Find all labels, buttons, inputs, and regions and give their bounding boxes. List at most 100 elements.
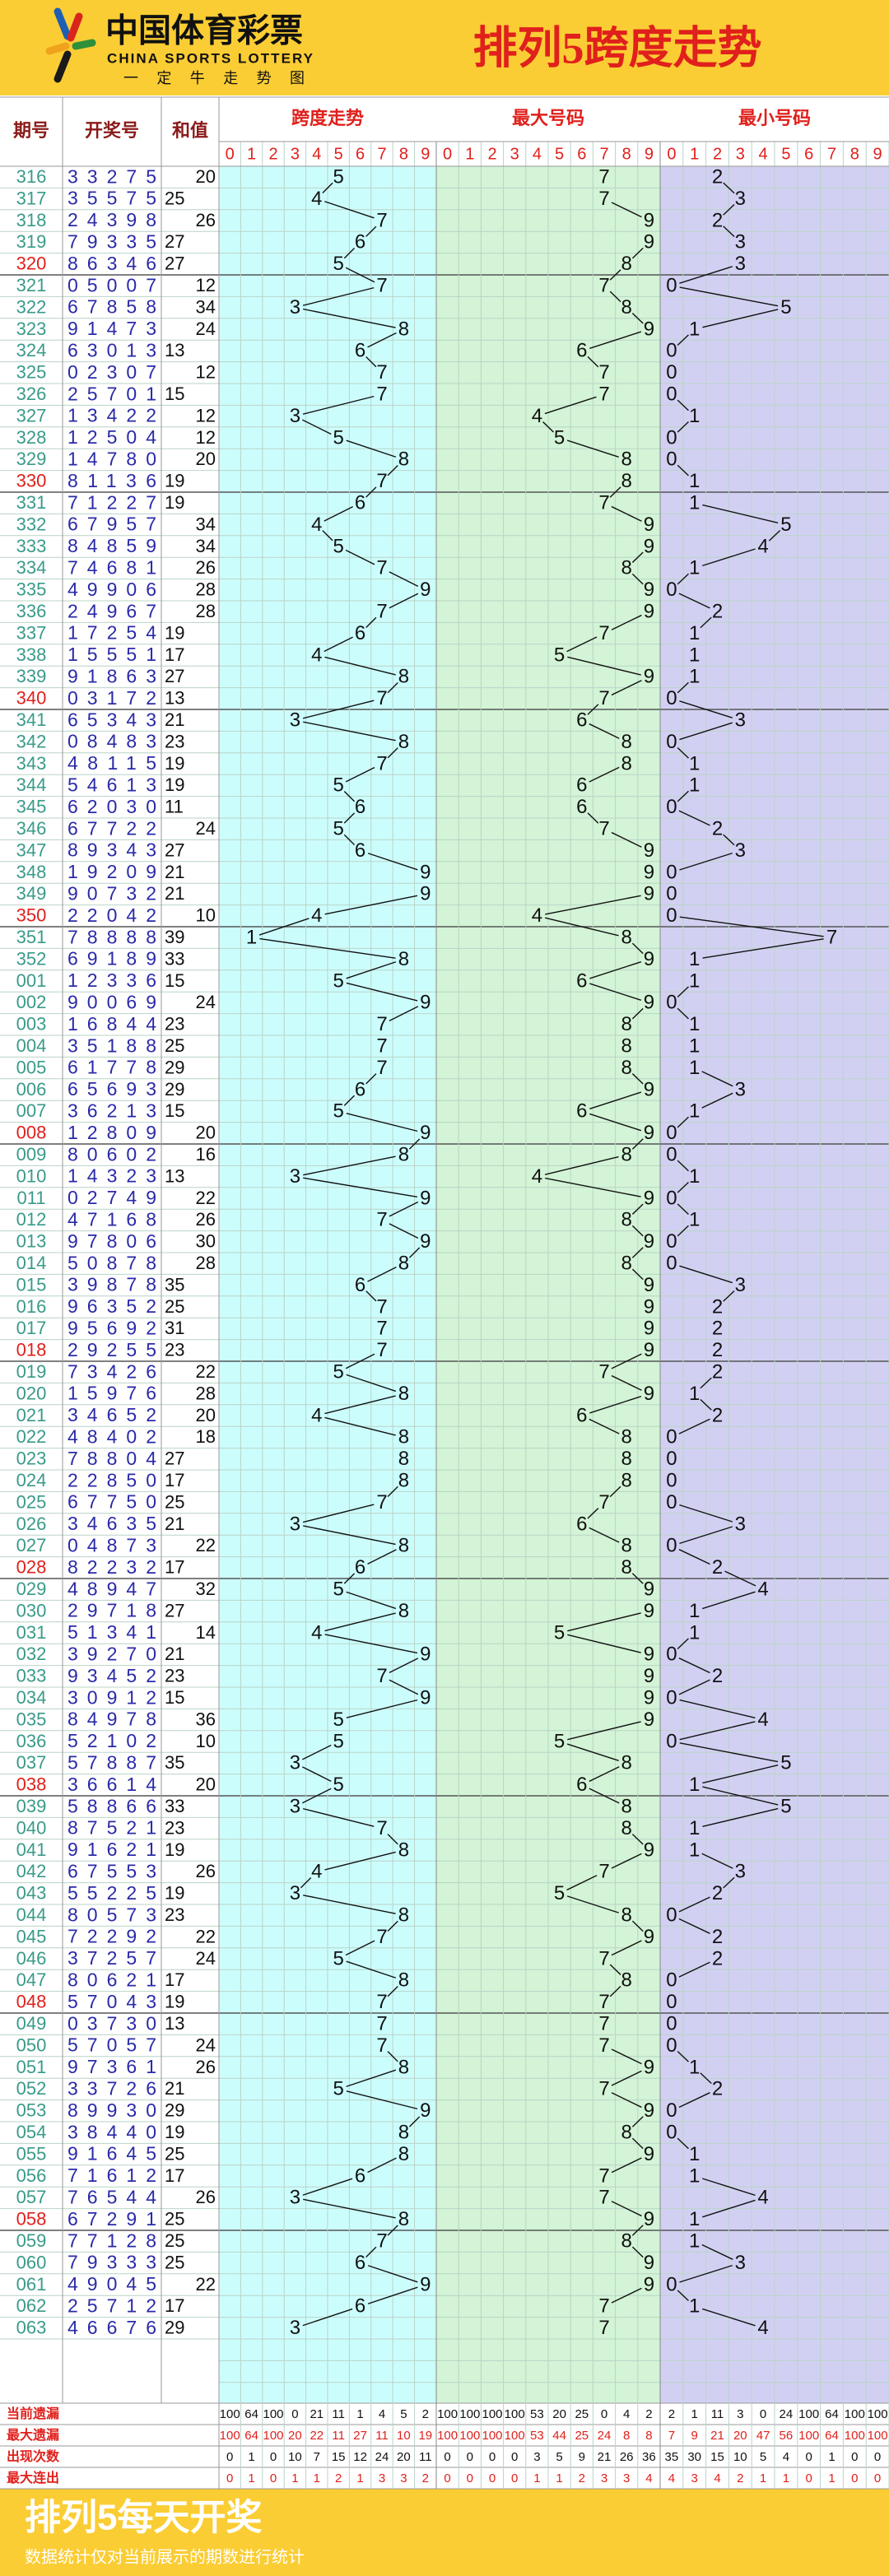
- max-digit: 9: [644, 1187, 654, 1209]
- trend-line: [678, 1658, 710, 1674]
- stats-value: 100: [459, 2407, 480, 2421]
- max-digit: 7: [598, 2164, 609, 2187]
- max-digit: 8: [621, 731, 632, 753]
- digit-header: 2: [268, 145, 277, 163]
- span-digit: 7: [376, 470, 387, 492]
- max-digit: 9: [644, 579, 654, 601]
- sum-value: 34: [196, 514, 216, 534]
- trend-line: [631, 551, 644, 563]
- stats-value: 20: [397, 2450, 411, 2464]
- max-digit: 6: [576, 796, 587, 818]
- stats-value: 53: [530, 2407, 544, 2421]
- stats-value: 15: [332, 2450, 346, 2464]
- stats-value: 20: [288, 2429, 302, 2443]
- sum-value: 19: [165, 1839, 184, 1860]
- max-digit: 6: [576, 1774, 587, 1796]
- trend-line: [387, 2051, 398, 2062]
- digit-header: 5: [334, 145, 343, 163]
- min-digit: 5: [780, 296, 791, 319]
- trend-line: [609, 269, 621, 281]
- issue: 323: [16, 319, 47, 339]
- sum-value: 26: [196, 210, 216, 230]
- issue: 019: [16, 1361, 47, 1382]
- span-digit: 7: [376, 2013, 387, 2035]
- digit-header: 6: [804, 145, 813, 163]
- stats-value: 100: [868, 2429, 888, 2443]
- span-digit: 9: [420, 579, 431, 601]
- issue: 319: [16, 231, 47, 252]
- max-digit: 7: [598, 384, 609, 406]
- trend-line: [387, 2225, 398, 2236]
- issue: 045: [16, 1926, 47, 1946]
- trend-line: [631, 2137, 644, 2150]
- stats-value: 44: [552, 2429, 566, 2443]
- trend-line: [677, 790, 689, 802]
- span-digit: 7: [376, 1209, 387, 1231]
- sum-value: 16: [196, 1144, 216, 1165]
- sum-value: 23: [165, 1340, 184, 1360]
- max-digit: 9: [644, 992, 654, 1014]
- min-digit: 0: [666, 361, 677, 384]
- stats-value: 7: [314, 2450, 320, 2464]
- trend-line: [408, 2116, 421, 2127]
- span-digit: 7: [376, 1491, 387, 1514]
- logo-icon: [45, 7, 96, 83]
- min-digit: 0: [666, 731, 677, 753]
- sum-value: 10: [196, 905, 216, 926]
- max-digit: 6: [576, 709, 587, 732]
- issue: 060: [16, 2252, 47, 2272]
- digit-header: 8: [399, 145, 408, 163]
- trend-line: [611, 2157, 642, 2174]
- trend-line: [678, 1961, 710, 1978]
- trend-line: [566, 636, 598, 653]
- max-digit: 5: [554, 1621, 565, 1644]
- sum-value: 24: [196, 2034, 216, 2055]
- trend-line: [544, 917, 619, 937]
- stats-value: 0: [489, 2471, 496, 2485]
- issue: 006: [16, 1079, 47, 1100]
- span-digit: 6: [355, 1556, 365, 1579]
- trend-line: [408, 1247, 421, 1258]
- trend-line: [611, 831, 642, 848]
- issue: 050: [16, 2034, 47, 2055]
- span-digit: 9: [420, 1122, 431, 1144]
- span-digit: 4: [311, 904, 322, 927]
- trend-line: [345, 766, 375, 783]
- stats-value: 0: [511, 2450, 518, 2464]
- issue: 341: [16, 709, 47, 730]
- max-digit: 7: [598, 2187, 609, 2209]
- stats-value: 0: [226, 2450, 233, 2464]
- trend-line: [611, 2070, 642, 2086]
- span-digit: 9: [420, 2099, 431, 2122]
- max-digit: 9: [644, 1274, 654, 1296]
- trend-line: [678, 810, 710, 826]
- column-header: 期号: [13, 120, 49, 141]
- trend-line: [545, 1177, 641, 1197]
- trend-line: [677, 1225, 689, 1237]
- trend-line: [609, 1964, 621, 1975]
- span-digit: 9: [420, 2273, 431, 2295]
- issue: 348: [16, 862, 47, 882]
- stats-value: 22: [310, 2429, 323, 2443]
- sum-value: 25: [165, 1491, 184, 1512]
- issue: 024: [16, 1470, 47, 1490]
- min-digit: 3: [735, 2252, 746, 2274]
- issue: 316: [16, 166, 47, 187]
- stats-value: 1: [248, 2450, 254, 2464]
- trend-line: [677, 334, 689, 346]
- trend-line: [679, 286, 779, 307]
- max-digit: 9: [644, 1709, 654, 1731]
- max-digit: 8: [621, 752, 632, 774]
- trend-line: [343, 812, 356, 824]
- sum-value: 36: [196, 1709, 216, 1729]
- trend-line: [677, 1181, 689, 1193]
- stats-value: 100: [505, 2407, 525, 2421]
- trend-line: [346, 2069, 397, 2087]
- issue: 056: [16, 2165, 47, 2186]
- max-digit: 9: [644, 1230, 654, 1253]
- span-digit: 8: [398, 1253, 409, 1275]
- trend-line: [365, 486, 377, 498]
- span-digit: 5: [333, 535, 344, 557]
- max-digit: 9: [644, 514, 654, 536]
- trend-line: [387, 1920, 398, 1932]
